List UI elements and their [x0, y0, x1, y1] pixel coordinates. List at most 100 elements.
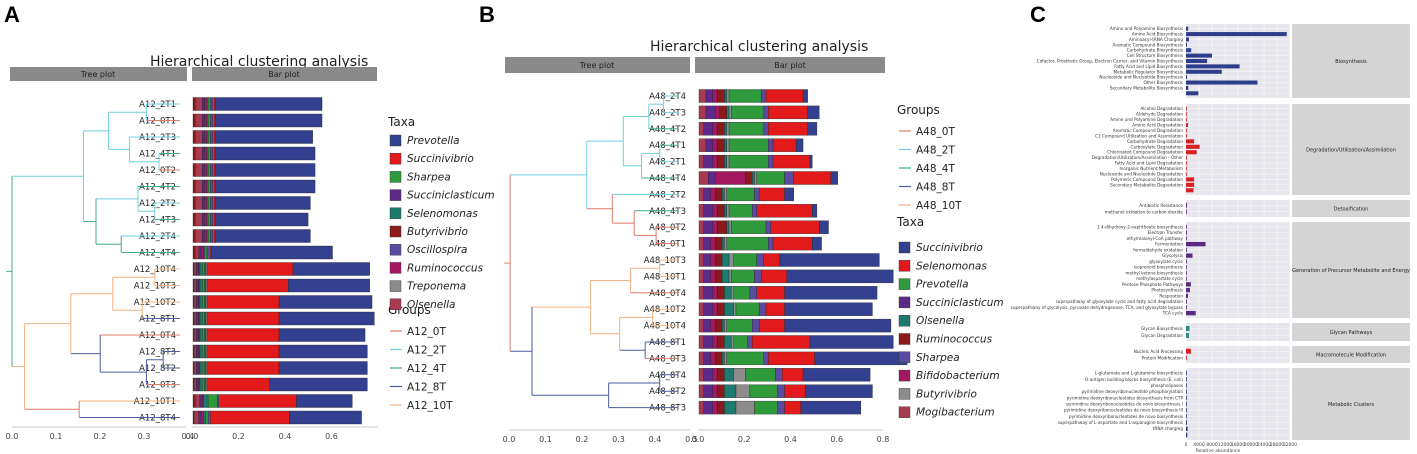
legend-taxa-label: Treponema [407, 281, 466, 293]
bar-segment-succiniclasticum [703, 400, 714, 415]
panel-c-category-strip [1292, 346, 1410, 363]
bar-segment-selenomonas [782, 368, 804, 382]
panel-c-item-label: Electron Transfer [1148, 230, 1184, 235]
bar-segment-ruminococcus [717, 154, 725, 169]
bar-segment-bifidobacterium [710, 253, 716, 267]
legend-taxa-swatch [898, 406, 911, 418]
bar-segment-sharpea [207, 146, 211, 161]
bar-segment-succiniclasticum [705, 138, 714, 152]
bar-segment-prevotella [749, 384, 778, 398]
panel-c-bar [1186, 161, 1187, 166]
bar-segment-selenomonas [199, 311, 203, 326]
sample-label: A48_10T4 [644, 322, 686, 332]
bar-segment-succiniclasticum [703, 351, 711, 366]
bar-segment-bifidobacterium [712, 220, 718, 234]
sample-label: A12_0T1 [139, 117, 176, 127]
bar-segment-ruminococcus [717, 89, 725, 103]
panel-c-bar [1186, 209, 1187, 215]
bar-segment-succiniclasticum [705, 105, 716, 120]
panel-b-tree-header-label: Tree plot [579, 61, 615, 70]
panel-c-bar [1186, 376, 1187, 382]
panel-c-bar [1186, 370, 1187, 376]
panel-c-item-label: Aromatic Compound Degradation [1113, 128, 1184, 133]
panel-c-bar [1186, 128, 1187, 133]
panel-c-bar [1186, 305, 1187, 310]
bar-segment-succiniclasticum [202, 97, 205, 111]
panel-letter-a: A [4, 2, 20, 27]
sample-label: A12_4T3 [139, 216, 176, 226]
legend-taxa-swatch [898, 351, 911, 363]
bar-segment-mogibacterium [698, 204, 704, 218]
panel-c-item-label: isoprenoid biosynthesis [1134, 265, 1183, 270]
dendrogram [6, 103, 180, 418]
panel-c-item-label: superpathway of glycolysis, pyruvate deh… [1011, 305, 1183, 310]
bar-segment-mogibacterium [698, 236, 704, 251]
panel-c-bar [1186, 166, 1187, 171]
panel-c-bar [1186, 383, 1187, 388]
bar-tick-label: 0.4 [784, 435, 797, 444]
legend-taxa-label: Butyrivibrio [916, 388, 977, 400]
bar-segment-succinivibrio [807, 122, 818, 136]
panel-c-item-label: Fermentation [1155, 242, 1183, 247]
bar-segment-olsenella [724, 286, 732, 300]
bar-segment-bifidobacterium [710, 318, 716, 333]
bar-segment-selenomonas [768, 122, 808, 136]
bar-segment-prevotella [214, 229, 311, 243]
bar-segment-olsenella [193, 311, 197, 326]
bar-segment-prevotella [278, 311, 375, 326]
bar-segment-sharpea [202, 295, 205, 309]
panel-c-bar [1186, 259, 1187, 264]
bar-segment-succiniclasticum [202, 196, 205, 210]
bar-segment-ruminococcus [717, 220, 727, 234]
sample-label: A48_8T2 [649, 387, 686, 397]
bar-segment-butyrivibrio [728, 105, 732, 120]
sample-label: A48_2T1 [649, 158, 686, 168]
bar-segment-sharpea [765, 220, 771, 234]
bar-segment-succinivibrio [809, 335, 894, 349]
bar-segment-sharpea [763, 351, 769, 366]
bar-segment-oscillospira [210, 229, 213, 243]
bar-segment-sharpea [768, 236, 774, 251]
tree-tick-label: 0.4 [649, 435, 662, 444]
bar-segment-butyrivibrio [728, 220, 732, 234]
panel-c-bar [1186, 401, 1187, 407]
bar-segment-sharpea [754, 187, 760, 202]
bar-segment-bifidobacterium [715, 171, 746, 185]
panel-letter-c: C [1030, 2, 1046, 27]
panel-c-item-label: Amine and Polyamine Degradation [1110, 117, 1183, 122]
panel-c-item-label: Pentose Phosphate Pathways [1122, 282, 1183, 287]
legend-taxa-swatch [389, 189, 402, 201]
panel-c-bar [1186, 48, 1192, 53]
legend-taxa-swatch [898, 369, 911, 382]
bar-segment-succiniclasticum [202, 212, 205, 227]
bar-segment-prevotella [735, 302, 760, 316]
panel-letter-b: B [479, 2, 495, 27]
bar-segment-butyrivibrio [724, 318, 727, 333]
bar-segment-prevotella [214, 196, 311, 210]
panel-c-item-label: ethylmalonyl-CoA pathway [1127, 236, 1184, 241]
bar-segment-succiniclasticum [196, 377, 199, 392]
bar-segment-butyrivibrio [192, 113, 196, 128]
panel-c-bar [1186, 395, 1187, 401]
sample-label: A48_8T1 [649, 338, 686, 348]
bar-segment-selenomonas [199, 344, 203, 359]
bar-tick-label: 0.8 [877, 435, 890, 444]
bar-segment-succinivibrio [206, 361, 280, 375]
bar-segment-ruminococcus [717, 384, 725, 398]
bar-segment-bifidobacterium [712, 368, 718, 382]
legend-taxa-label: Succinivibrio [916, 242, 983, 254]
panel-a-bar-header [192, 67, 377, 81]
bar-segment-butyrivibrio [192, 245, 196, 260]
panel-c-bar [1186, 432, 1188, 438]
sample-label: A12_4T4 [139, 249, 176, 259]
bar-segment-succiniclasticum [202, 229, 205, 243]
bar-segment-succinivibrio [807, 105, 820, 120]
bar-segment-olsenella [724, 400, 737, 415]
bar-segment-prevotella [745, 368, 776, 382]
panel-c-bar [1186, 426, 1188, 432]
legend-group-label: A12_4T [407, 363, 446, 375]
bar-segment-succiniclasticum [703, 269, 711, 284]
panel-c-item-label: phospholipases [1151, 383, 1183, 388]
panel-c-bar [1186, 85, 1189, 90]
bar-segment-olsenella [721, 269, 730, 284]
